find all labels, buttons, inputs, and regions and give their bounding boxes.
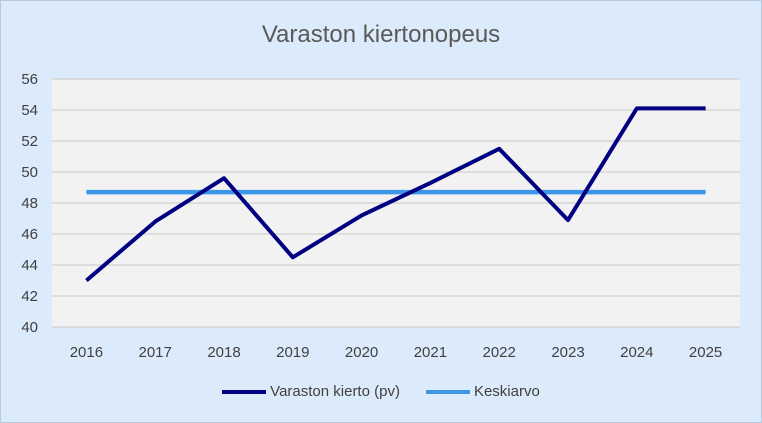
legend-label-series-1: Varaston kierto (pv) — [270, 383, 400, 400]
x-tick-label: 2024 — [620, 344, 653, 361]
x-tick-label: 2023 — [551, 344, 584, 361]
y-tick-label: 44 — [21, 257, 38, 274]
x-tick-label: 2019 — [276, 344, 309, 361]
y-tick-label: 48 — [21, 195, 38, 212]
series-line-1 — [85, 106, 706, 283]
x-tick-label: 2016 — [70, 344, 103, 361]
x-tick-label: 2025 — [689, 344, 722, 361]
legend-swatch-series-1 — [222, 389, 267, 394]
chart-legend: Varaston kierto (pv) Keskiarvo — [1, 383, 761, 400]
y-tick-label: 42 — [21, 288, 38, 305]
y-tick-label: 54 — [21, 102, 38, 119]
chart-title: Varaston kiertonopeus — [261, 21, 501, 48]
x-tick-label: 2018 — [207, 344, 240, 361]
y-tick-label: 46 — [21, 226, 38, 243]
legend-item-series-2: Keskiarvo — [425, 383, 540, 400]
y-tick-label: 56 — [21, 71, 38, 88]
x-tick-label: 2017 — [139, 344, 172, 361]
y-tick-label: 50 — [21, 164, 38, 181]
legend-swatch-series-2 — [425, 389, 470, 394]
y-tick-label: 52 — [21, 133, 38, 150]
legend-label-series-2: Keskiarvo — [473, 383, 540, 400]
x-tick-label: 2021 — [414, 344, 447, 361]
x-tick-label: 2022 — [483, 344, 516, 361]
x-tick-label: 2020 — [345, 344, 378, 361]
y-tick-label: 40 — [21, 319, 38, 336]
legend-item-series-1: Varaston kierto (pv) — [222, 383, 400, 400]
